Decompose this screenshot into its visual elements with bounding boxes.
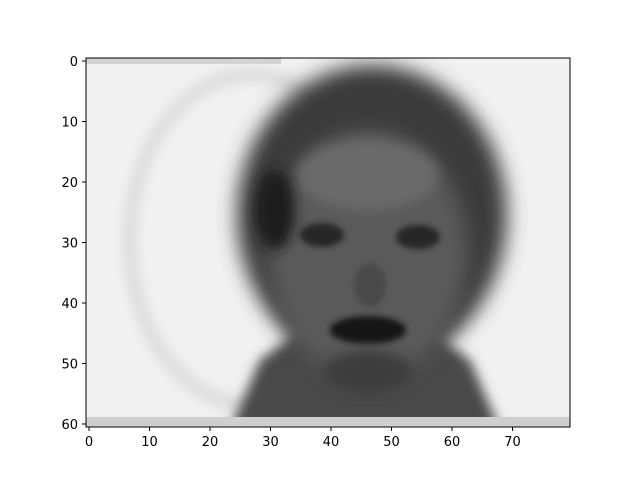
y-tick-label: 20 [61, 176, 78, 191]
y-tick-label: 40 [61, 297, 78, 312]
chin [323, 350, 413, 394]
y-tick-label: 60 [61, 418, 78, 433]
x-tick-label: 60 [444, 435, 461, 450]
x-tick-label: 30 [262, 435, 279, 450]
x-tick-label: 50 [383, 435, 400, 450]
top-strip [86, 58, 281, 64]
x-tick-label: 20 [202, 435, 219, 450]
y-tick-label: 10 [61, 116, 78, 131]
x-tick-label: 0 [85, 435, 93, 450]
nose [354, 263, 386, 307]
y-tick-label: 0 [70, 55, 78, 70]
x-axis: 0 10 20 30 40 50 60 70 [85, 427, 521, 450]
face-image [86, 58, 570, 427]
y-tick-label: 50 [61, 357, 78, 372]
x-tick-label: 70 [504, 435, 521, 450]
bottom-strip [86, 417, 570, 427]
y-axis: 0 10 20 30 40 50 60 [61, 55, 86, 433]
forehead [298, 140, 438, 210]
left-temple [255, 170, 295, 250]
left-eye [300, 223, 344, 247]
right-eye [396, 225, 440, 249]
y-tick-label: 30 [61, 237, 78, 252]
mouth [330, 316, 406, 344]
x-tick-label: 40 [323, 435, 340, 450]
x-tick-label: 10 [141, 435, 158, 450]
